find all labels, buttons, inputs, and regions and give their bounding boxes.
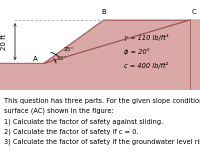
Text: 50°: 50° [57,56,68,61]
Text: γ = 110 lb/ft³: γ = 110 lb/ft³ [124,34,168,41]
Text: surface (AC) shown in the figure:: surface (AC) shown in the figure: [4,107,114,114]
Text: A: A [33,56,38,62]
Text: 25°: 25° [64,47,74,52]
Text: 1) Calculate the factor of safety against sliding.: 1) Calculate the factor of safety agains… [4,119,163,125]
Text: C: C [192,9,197,15]
Text: 3) Calculate the factor of safety if the groundwater level rises to point A.: 3) Calculate the factor of safety if the… [4,139,200,145]
Text: This question has three parts. For the given slope conditions (ABC) and failure: This question has three parts. For the g… [4,97,200,104]
Text: c = 400 lb/ft²: c = 400 lb/ft² [124,61,168,68]
Text: 20 ft: 20 ft [1,34,7,50]
Text: 2) Calculate the factor of safety if c = 0.: 2) Calculate the factor of safety if c =… [4,129,139,135]
Text: B: B [102,9,106,15]
Polygon shape [0,20,200,90]
Text: ϕ = 20°: ϕ = 20° [124,48,150,55]
